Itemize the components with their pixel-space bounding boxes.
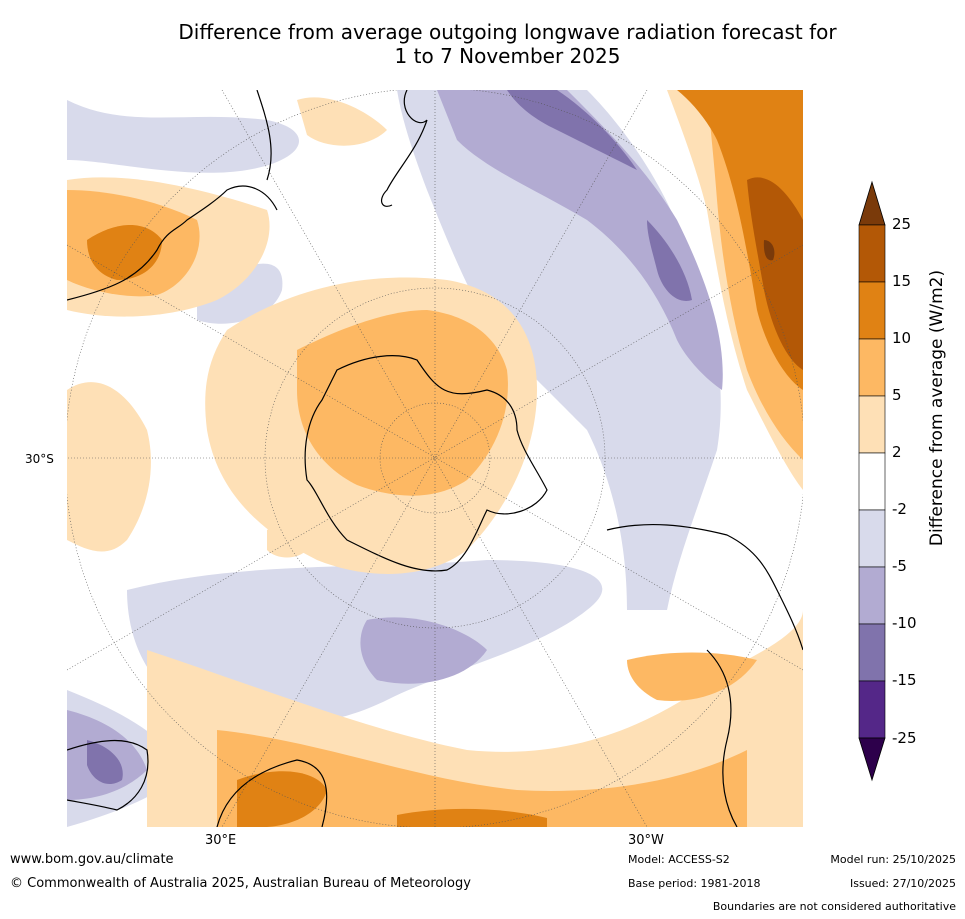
issued-date: Issued: 27/10/2025	[849, 877, 956, 890]
colorbar-tick-25: 25	[892, 215, 912, 233]
colorbar-band-minus15-to-minus10	[858, 623, 886, 682]
colorbar-tick-minus5: -5	[892, 557, 907, 575]
graticule	[67, 90, 803, 827]
copyright-text: © Commonwealth of Australia 2025, Austra…	[10, 876, 471, 891]
colorbar-tick-5: 5	[892, 386, 902, 404]
colorbar-band-neutral	[858, 452, 886, 511]
longitude-label-30w: 30°W	[628, 833, 664, 848]
olr-band-above-25	[763, 240, 775, 261]
website-link[interactable]: www.bom.gov.au/climate	[10, 852, 174, 867]
model-name: Model: ACCESS-S2	[628, 853, 730, 866]
title-line-2: 1 to 7 November 2025	[394, 44, 621, 68]
colorbar-band-2-to-5	[858, 395, 886, 454]
colorbar-band-minus10-to-minus5	[858, 566, 886, 625]
colorbar	[858, 180, 886, 782]
colorbar-tick-minus15: -15	[892, 671, 917, 689]
colorbar-extend-above-25	[858, 180, 886, 226]
colorbar-tick-2: 2	[892, 443, 902, 461]
longitude-label-30e: 30°E	[205, 833, 237, 848]
colorbar-tick-minus10: -10	[892, 614, 917, 632]
colorbar-band-minus25-to-minus15	[858, 680, 886, 739]
colorbar-extend-below-minus25	[858, 737, 886, 782]
boundary-disclaimer: Boundaries are not considered authoritat…	[712, 900, 956, 913]
base-period: Base period: 1981-2018	[628, 877, 761, 890]
colorbar-band-10-to-15	[858, 281, 886, 340]
colorbar-band-5-to-10	[858, 338, 886, 397]
colorbar-tick-10: 10	[892, 329, 912, 347]
olr-band-15-to-25	[747, 177, 803, 370]
model-run-date: Model run: 25/10/2025	[830, 853, 956, 866]
latitude-label-30s: 30°S	[25, 452, 54, 466]
colorbar-title: Difference from average (W/m2)	[927, 269, 947, 547]
colorbar-tick-minus25: -25	[892, 729, 917, 747]
chart-title: Difference from average outgoing longwav…	[50, 20, 965, 68]
title-line-1: Difference from average outgoing longwav…	[178, 20, 837, 44]
colorbar-band-minus5-to-minus2	[858, 509, 886, 568]
coastlines	[67, 90, 803, 827]
colorbar-band-15-to-25	[858, 224, 886, 283]
colorbar-tick-minus2: -2	[892, 500, 907, 518]
colorbar-tick-15: 15	[892, 272, 912, 290]
polar-map	[67, 90, 803, 827]
